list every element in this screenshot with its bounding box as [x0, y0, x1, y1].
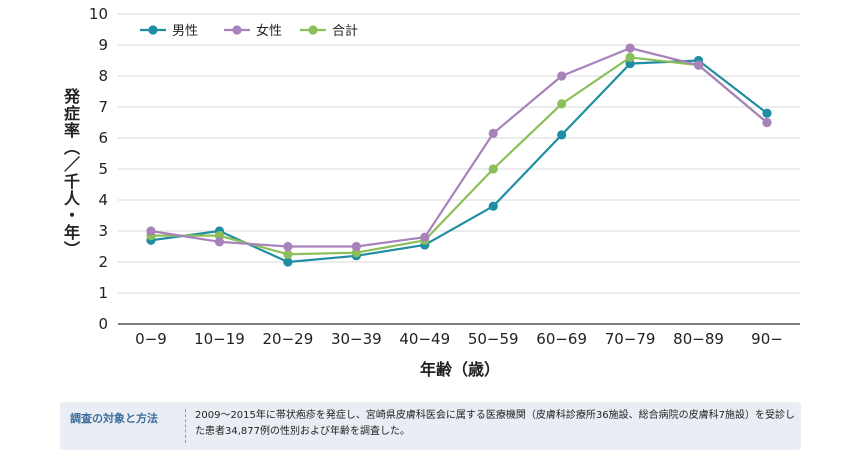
x-tick-label: 30−39 — [331, 330, 382, 348]
series-line — [150, 59, 768, 264]
legend-label: 男性 — [172, 24, 198, 39]
data-point — [283, 257, 293, 267]
y-tick-label: 0 — [98, 315, 108, 333]
x-axis-ticks: 0−9 10−19 20−29 30−39 40−49 50−59 60−69 70−79 80… — [135, 330, 783, 348]
y-axis-ticks: 0 1 2 3 4 5 6 7 8 9 10 — [89, 5, 108, 333]
x-tick-label: 70−79 — [605, 330, 656, 348]
series-line — [150, 46, 768, 248]
y-tick-label: 10 — [89, 5, 108, 23]
data-point — [557, 99, 567, 109]
x-tick-label: 80−89 — [673, 330, 724, 348]
x-axis-label: 年齢（歳） — [419, 360, 500, 379]
x-tick-label: 90− — [751, 330, 783, 348]
data-point — [762, 117, 772, 128]
y-tick-label: 3 — [98, 222, 108, 240]
line-chart: 0 1 2 3 4 5 6 7 8 9 10 0−9 10−19 20−29 30−39 40−49 50−5… — [89, 5, 800, 348]
y-tick-label: 2 — [98, 253, 108, 271]
data-point — [693, 60, 704, 70]
y-tick-label: 9 — [98, 36, 108, 54]
data-point — [625, 52, 635, 63]
legend-label: 合計 — [332, 23, 358, 39]
data-point — [283, 249, 293, 259]
x-tick-label: 40−49 — [399, 330, 450, 348]
data-point — [762, 108, 772, 118]
y-tick-label: 7 — [98, 98, 108, 116]
data-point — [625, 43, 635, 53]
data-point — [420, 232, 430, 242]
y-tick-label: 5 — [98, 160, 108, 178]
survey-note-box: 調査の対象と方法 2009〜2015年に帯状疱疹を発症し、宮崎県皮膚科医会に属す… — [60, 402, 801, 450]
data-point — [283, 241, 293, 252]
legend: 男性 女性 合計 — [140, 23, 358, 39]
legend-swatch-marker — [232, 25, 242, 35]
series-lines — [146, 43, 772, 267]
data-point — [488, 201, 498, 211]
x-tick-label: 60−69 — [536, 330, 587, 348]
y-tick-label: 8 — [98, 67, 108, 85]
y-axis-label: 発症率（／千人・年） — [61, 88, 80, 258]
data-point — [351, 241, 361, 252]
x-tick-label: 50−59 — [468, 330, 519, 348]
data-point — [488, 164, 498, 174]
y-tick-label: 4 — [98, 191, 108, 209]
survey-note-divider — [185, 409, 186, 443]
legend-label: 女性 — [256, 23, 282, 39]
x-tick-label: 0−9 — [135, 330, 167, 348]
data-point — [557, 71, 567, 81]
data-point — [557, 130, 567, 140]
data-point — [146, 226, 156, 236]
x-tick-label: 20−29 — [263, 330, 314, 348]
y-tick-label: 1 — [98, 284, 108, 302]
survey-note-title: 調査の対象と方法 — [70, 412, 158, 425]
survey-note-text: 2009〜2015年に帯状疱疹を発症し、宮崎県皮膚科医会に属する医療機関（皮膚科… — [195, 410, 795, 437]
x-tick-label: 10−19 — [194, 330, 245, 348]
data-point — [214, 237, 225, 247]
grid-lines — [118, 13, 800, 325]
y-tick-label: 6 — [98, 129, 108, 147]
data-point — [488, 128, 498, 138]
legend-swatch-marker — [148, 25, 158, 35]
legend-swatch-marker — [308, 25, 318, 35]
